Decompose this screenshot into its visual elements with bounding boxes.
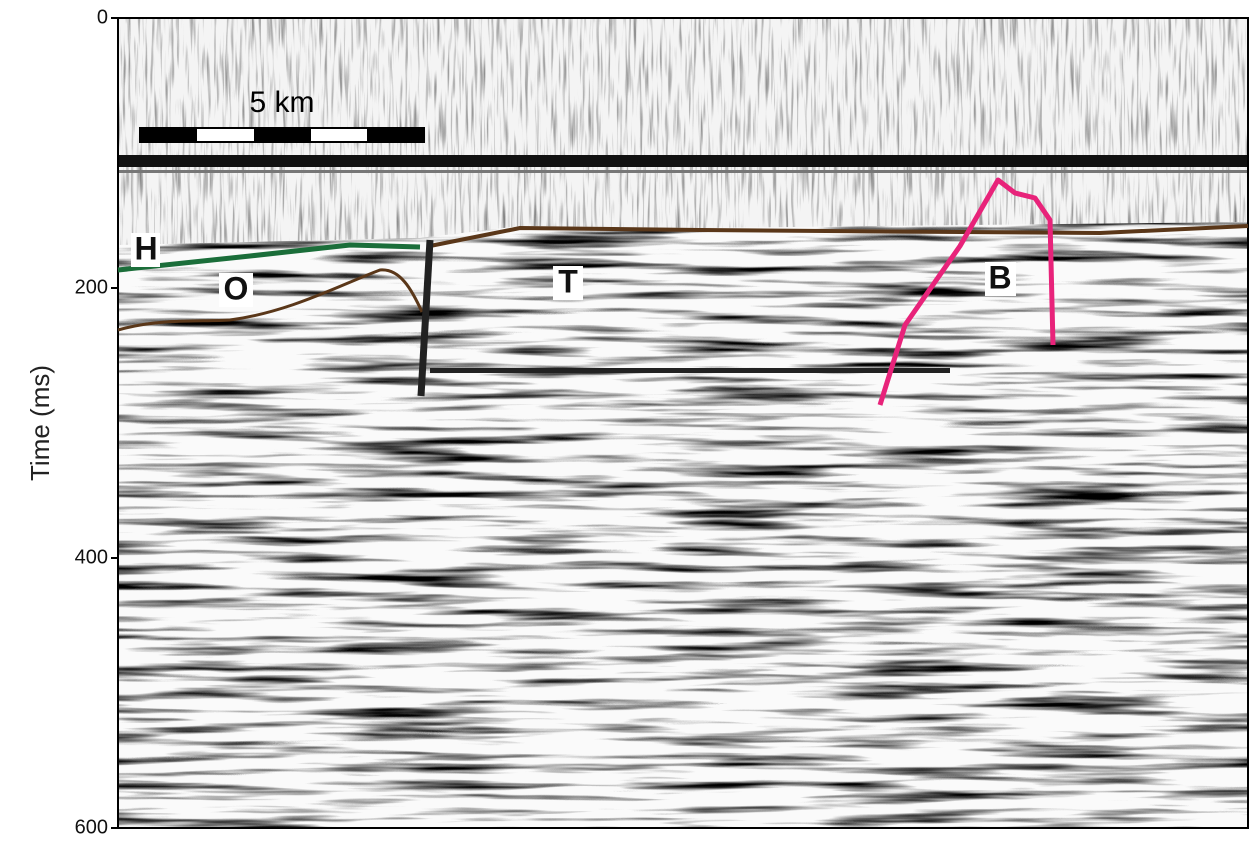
- y-axis-label: Time (ms): [25, 365, 55, 481]
- y-tick-label: 0: [97, 6, 108, 28]
- y-tick-label: 400: [75, 546, 108, 568]
- scale-bar-label: 5 km: [249, 86, 314, 119]
- annotation: B: [988, 259, 1011, 295]
- y-tick-label: 200: [75, 276, 108, 298]
- annotation: H: [134, 230, 157, 266]
- y-tick-label: 600: [75, 816, 108, 838]
- figure: 5 km H O T B Time (ms) 0 200 400 600: [0, 0, 1250, 841]
- annotation: O: [224, 270, 249, 306]
- annotation: T: [558, 263, 578, 299]
